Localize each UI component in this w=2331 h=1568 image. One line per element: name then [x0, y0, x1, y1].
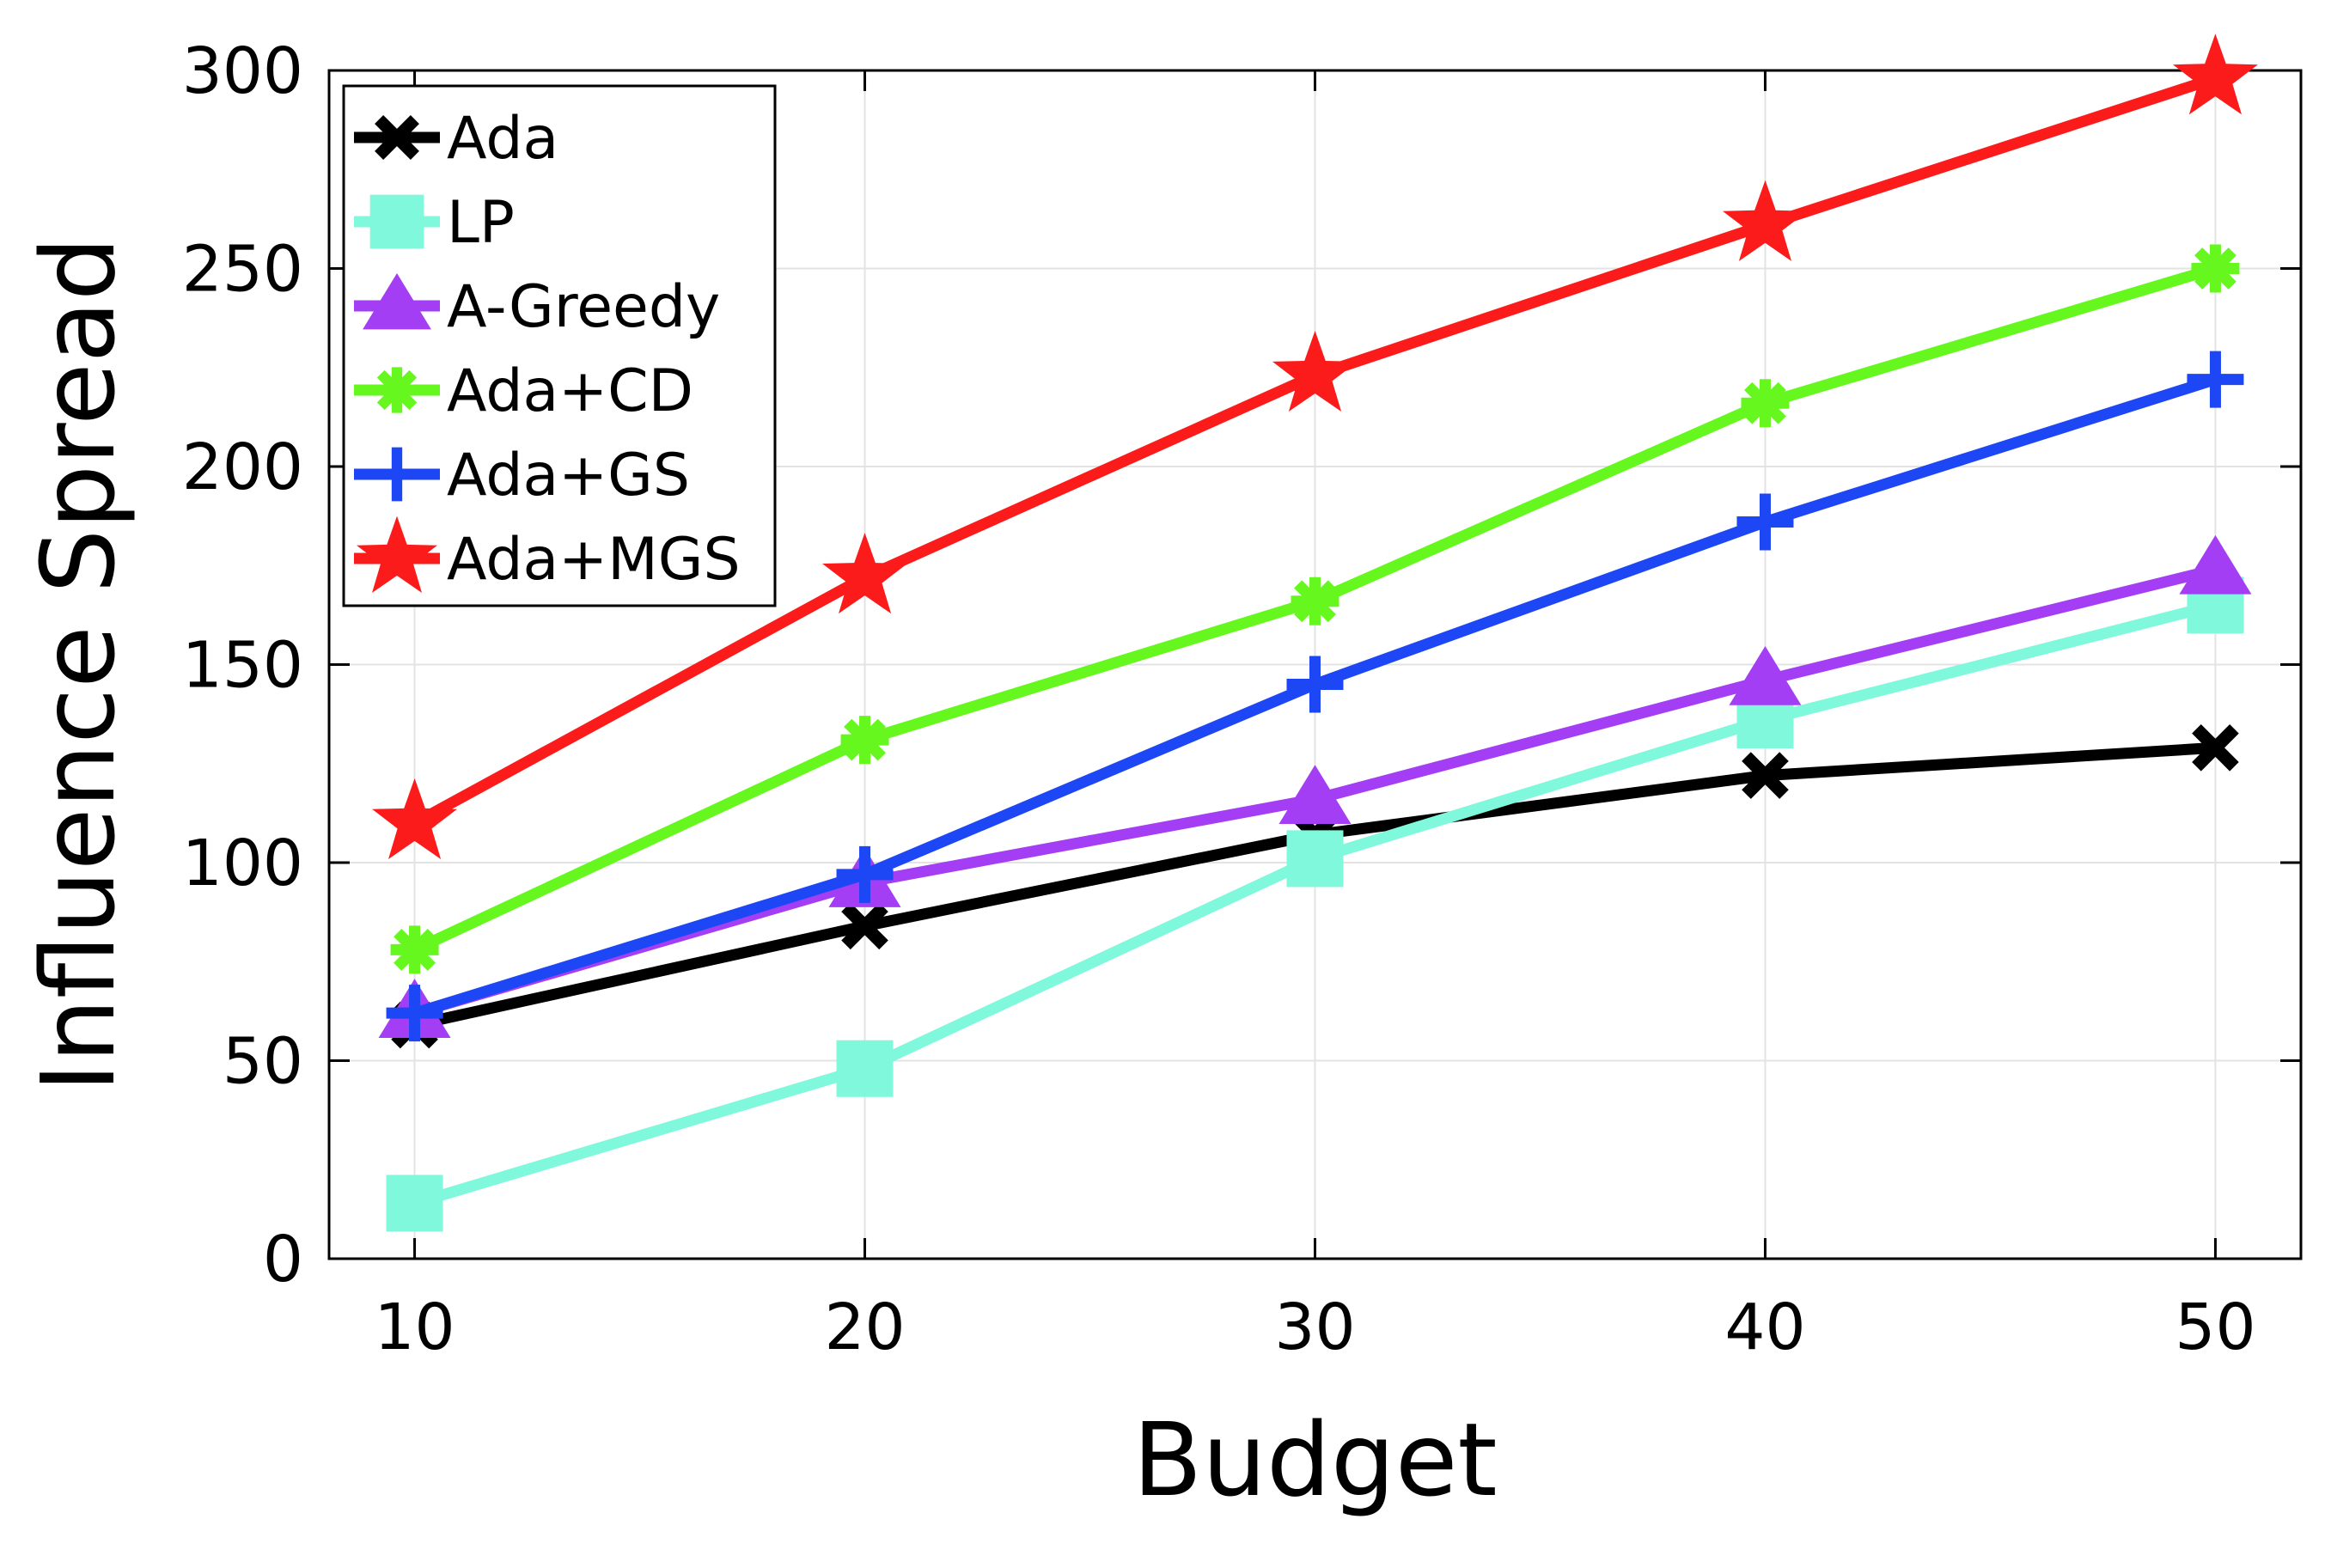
legend-label: Ada+MGS	[447, 526, 741, 594]
data-point	[2192, 724, 2239, 772]
x-tick-label: 10	[374, 1290, 455, 1364]
data-point	[386, 985, 443, 1042]
square-icon	[1286, 830, 1344, 888]
triangle-icon	[2179, 534, 2252, 595]
data-point	[836, 1040, 894, 1097]
y-axis-title: Influence Spread	[19, 236, 137, 1093]
data-point	[1278, 765, 1352, 825]
star-icon	[822, 533, 907, 614]
x-icon	[375, 115, 419, 160]
asterisk-icon	[376, 369, 418, 411]
legend-label: Ada	[447, 105, 558, 173]
triangle-icon	[363, 273, 431, 330]
data-point	[1736, 493, 1794, 551]
star-icon	[2173, 34, 2258, 115]
data-point	[2179, 534, 2252, 595]
y-tick-label: 200	[182, 430, 303, 504]
data-point	[822, 533, 907, 614]
data-point	[1741, 379, 1790, 428]
y-tick-label: 150	[182, 629, 303, 703]
y-tick-label: 250	[182, 233, 303, 307]
y-tick-label: 0	[263, 1223, 303, 1296]
star-icon	[1723, 180, 1808, 261]
x-icon	[1742, 752, 1789, 799]
axis-ticks: 0 50 100 150 200 250 300 10 20 30 40 50	[182, 34, 2301, 1364]
y-tick-label: 300	[182, 34, 303, 108]
asterisk-icon	[394, 929, 436, 971]
star-icon	[372, 778, 457, 859]
data-point	[1729, 645, 1802, 705]
x-tick-label: 50	[2175, 1290, 2255, 1364]
legend-marker	[363, 273, 431, 330]
asterisk-icon	[1294, 580, 1336, 623]
square-icon	[386, 1174, 443, 1232]
data-point	[1723, 180, 1808, 261]
data-point	[2191, 244, 2240, 293]
triangle-icon	[1278, 765, 1352, 825]
legend-marker	[374, 367, 420, 413]
data-point	[1286, 656, 1344, 713]
legend-item: Ada	[354, 105, 558, 173]
asterisk-icon	[2194, 247, 2236, 290]
asterisk-icon	[844, 718, 886, 761]
star-icon	[1272, 331, 1358, 412]
legend-item: Ada+GS	[354, 442, 690, 509]
legend-marker	[369, 447, 424, 502]
series-ada-mgs	[372, 34, 2258, 859]
legend-item: Ada+MGS	[354, 516, 741, 594]
legend: Ada LP A-Greedy Ada+CD Ada+GS Ada+MGS	[342, 84, 777, 607]
data-point	[1286, 830, 1344, 888]
series-lp	[386, 577, 2244, 1232]
legend-item: Ada+CD	[354, 357, 693, 425]
series-ada-cd	[390, 244, 2240, 974]
legend-label: LP	[447, 189, 515, 257]
y-tick-label: 50	[223, 1025, 303, 1099]
square-icon	[836, 1040, 894, 1097]
data-point	[841, 902, 888, 950]
series-ada-gs	[386, 351, 2244, 1042]
x-axis-title: Budget	[1132, 1400, 1497, 1519]
data-point	[390, 925, 439, 974]
legend-marker	[369, 194, 424, 249]
x-tick-label: 20	[824, 1290, 905, 1364]
legend-label: Ada+GS	[447, 442, 690, 509]
y-tick-label: 100	[182, 827, 303, 900]
data-point	[386, 1174, 443, 1232]
legend-marker	[375, 115, 419, 160]
data-point	[2173, 34, 2258, 115]
data-point	[2187, 351, 2244, 408]
legend-label: A-Greedy	[447, 273, 720, 341]
series-layer	[372, 34, 2258, 1232]
asterisk-icon	[1744, 381, 1786, 424]
data-point	[1291, 577, 1339, 625]
x-tick-label: 30	[1274, 1290, 1355, 1364]
legend-item: LP	[354, 189, 515, 257]
legend-marker	[357, 516, 437, 593]
data-point	[1272, 331, 1358, 412]
legend-item: A-Greedy	[354, 273, 720, 341]
data-point	[1742, 752, 1789, 799]
data-point	[840, 716, 889, 765]
legend-label: Ada+CD	[447, 357, 693, 425]
x-icon	[2192, 724, 2239, 772]
triangle-icon	[1729, 645, 1802, 705]
legend-box	[342, 84, 777, 607]
data-point	[372, 778, 457, 859]
x-icon	[841, 902, 888, 950]
x-tick-label: 40	[1724, 1290, 1805, 1364]
star-icon	[357, 516, 437, 593]
data-point	[836, 845, 894, 903]
square-icon	[369, 194, 424, 249]
